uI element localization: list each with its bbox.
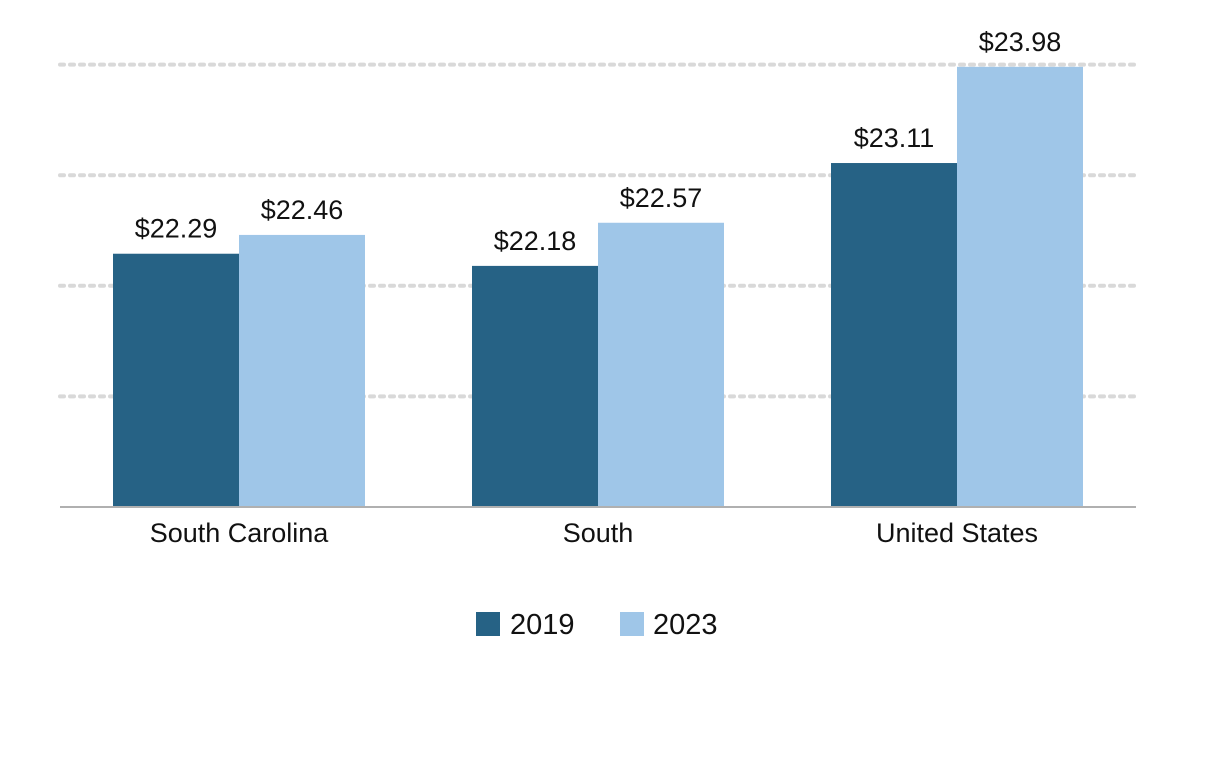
category-label: South Carolina [150, 518, 330, 548]
category-labels: South Carolina South United States [150, 518, 1038, 548]
legend-label-2023: 2023 [653, 609, 718, 641]
bar-2023-1 [598, 222, 724, 507]
data-labels: $22.29 $22.46 $22.18 $22.57 $23.11 $23.98 [135, 27, 1062, 256]
legend: 2019 2023 [476, 609, 718, 641]
bar-2019-0 [113, 253, 239, 507]
bar-2023-0 [239, 234, 365, 507]
data-label: $22.18 [494, 226, 577, 256]
data-label: $22.29 [135, 214, 218, 244]
category-label: South [563, 518, 634, 548]
data-label: $22.57 [620, 183, 703, 213]
bar-2019-1 [472, 265, 598, 507]
legend-swatch-2023 [620, 612, 644, 636]
bars [113, 66, 1083, 507]
bar-2019-2 [831, 163, 957, 507]
legend-swatch-2019 [476, 612, 500, 636]
category-label: United States [876, 518, 1038, 548]
data-label: $22.46 [261, 195, 344, 225]
data-label: $23.98 [979, 27, 1062, 57]
data-label: $23.11 [854, 123, 935, 153]
bar-2023-2 [957, 66, 1083, 507]
legend-label-2019: 2019 [510, 609, 575, 641]
